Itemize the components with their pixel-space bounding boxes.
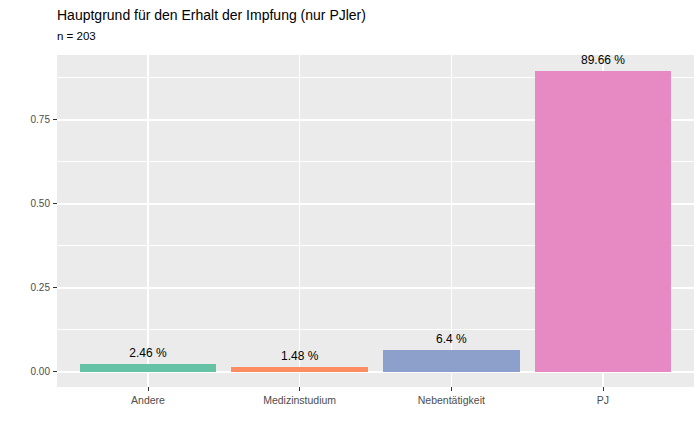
y-tick-mark: [53, 203, 57, 204]
chart-figure: Hauptgrund für den Erhalt der Impfung (n…: [0, 0, 700, 432]
bar: [535, 71, 672, 372]
y-tick-label: 0.75: [6, 113, 50, 127]
x-tick-mark: [603, 387, 604, 391]
y-tick-mark: [53, 371, 57, 372]
plot-panel: 2.46 % 1.48 % 6.4 % 89.66 %: [57, 55, 694, 387]
chart-area: 2.46 % 1.48 % 6.4 % 89.66 % 0.00 0.25 0.50 0.7…: [0, 0, 700, 432]
x-tick-label: PJ: [533, 393, 673, 407]
bar-value-label: 2.46 %: [88, 346, 208, 360]
x-tick-label: Medizinstudium: [230, 393, 370, 407]
x-tick-mark: [299, 387, 300, 391]
y-tick-mark: [53, 119, 57, 120]
y-tick-mark: [53, 287, 57, 288]
bar: [80, 364, 217, 372]
bar-value-label: 1.48 %: [240, 349, 360, 363]
y-tick-label: 0.00: [6, 365, 50, 379]
gridline-x-major: [299, 55, 301, 387]
bar-value-label: 6.4 %: [391, 332, 511, 346]
x-tick-label: Andere: [78, 393, 218, 407]
bar: [231, 367, 368, 372]
y-tick-label: 0.50: [6, 197, 50, 211]
x-tick-label: Nebentätigkeit: [381, 393, 521, 407]
y-tick-label: 0.25: [6, 281, 50, 295]
gridline-x-major: [147, 55, 149, 387]
x-tick-mark: [148, 387, 149, 391]
bar-value-label: 89.66 %: [543, 53, 663, 67]
x-tick-mark: [451, 387, 452, 391]
bar: [383, 350, 520, 372]
